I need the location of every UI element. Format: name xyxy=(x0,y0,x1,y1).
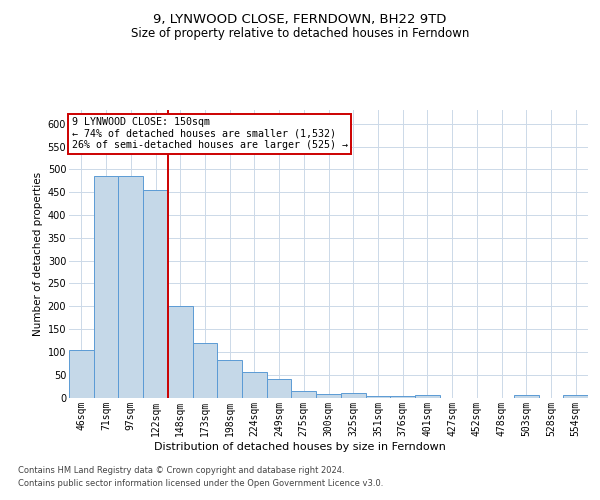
Text: 9 LYNWOOD CLOSE: 150sqm
← 74% of detached houses are smaller (1,532)
26% of semi: 9 LYNWOOD CLOSE: 150sqm ← 74% of detache… xyxy=(71,117,347,150)
Bar xyxy=(563,395,588,398)
Bar xyxy=(69,350,94,398)
Bar xyxy=(143,190,168,398)
Bar xyxy=(242,372,267,398)
Bar xyxy=(217,360,242,398)
Bar xyxy=(94,176,118,398)
Bar xyxy=(365,396,390,398)
Bar xyxy=(193,342,217,398)
Bar xyxy=(267,379,292,398)
Text: Size of property relative to detached houses in Ferndown: Size of property relative to detached ho… xyxy=(131,28,469,40)
Bar xyxy=(292,391,316,398)
Bar xyxy=(415,395,440,398)
Text: Distribution of detached houses by size in Ferndown: Distribution of detached houses by size … xyxy=(154,442,446,452)
Y-axis label: Number of detached properties: Number of detached properties xyxy=(34,172,43,336)
Bar xyxy=(341,393,365,398)
Text: Contains HM Land Registry data © Crown copyright and database right 2024.: Contains HM Land Registry data © Crown c… xyxy=(18,466,344,475)
Text: Contains public sector information licensed under the Open Government Licence v3: Contains public sector information licen… xyxy=(18,478,383,488)
Bar xyxy=(316,394,341,398)
Bar xyxy=(168,306,193,398)
Bar xyxy=(514,395,539,398)
Bar xyxy=(390,396,415,398)
Text: 9, LYNWOOD CLOSE, FERNDOWN, BH22 9TD: 9, LYNWOOD CLOSE, FERNDOWN, BH22 9TD xyxy=(154,12,446,26)
Bar xyxy=(118,176,143,398)
